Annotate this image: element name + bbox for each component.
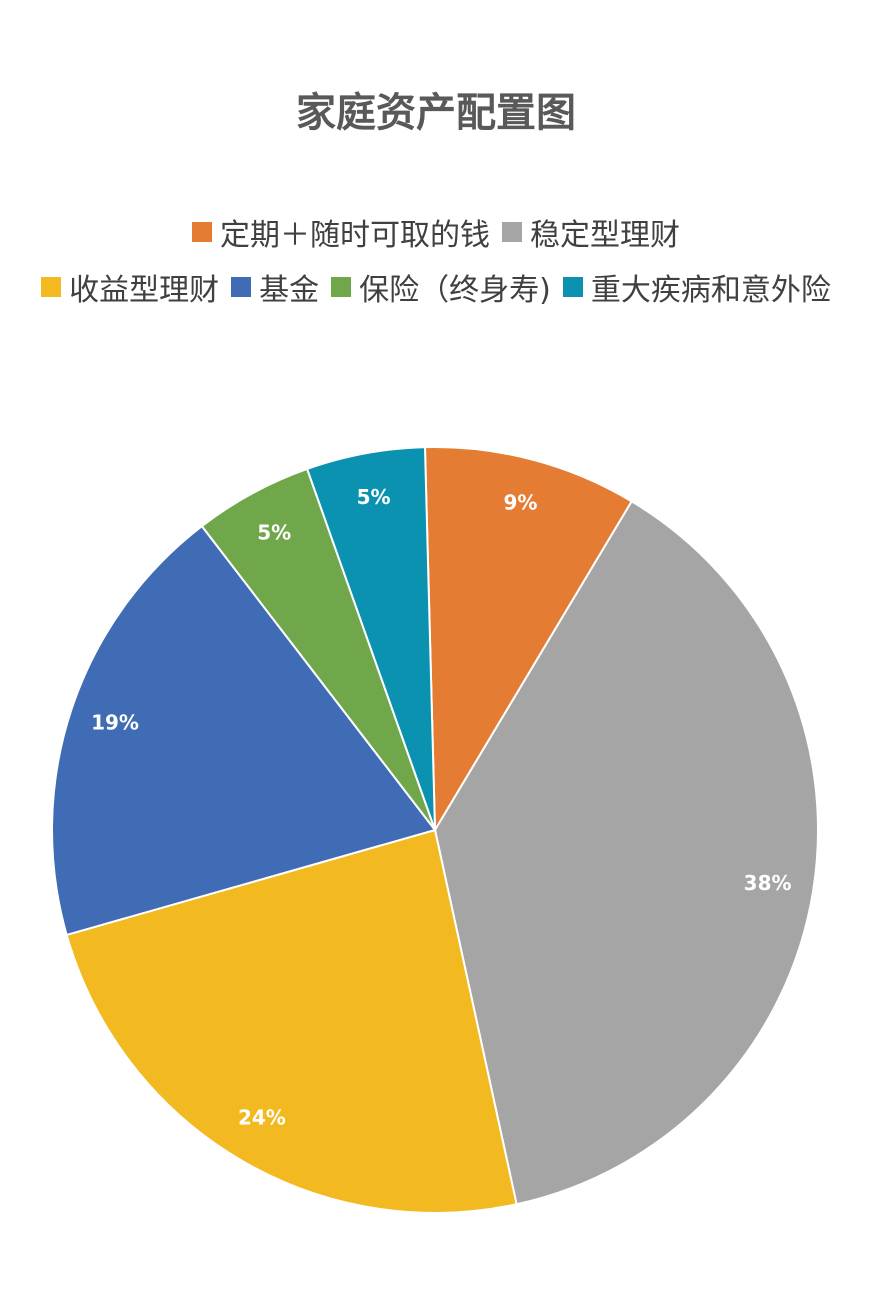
legend-swatch	[562, 277, 583, 297]
legend-item-life-insurance: 保险（终身寿)	[331, 265, 551, 309]
pie-labels: 9% 38% 24% 19% 5% 5%	[91, 485, 791, 1130]
legend-item-time-deposit: 定期＋随时可取的钱	[192, 210, 490, 254]
slice-label: 9%	[504, 491, 538, 515]
legend-swatch	[41, 277, 62, 297]
legend-label: 定期＋随时可取的钱	[220, 218, 490, 253]
legend-swatch	[231, 277, 252, 297]
slice-label: 5%	[257, 520, 291, 544]
chart-title: 家庭资产配置图	[296, 90, 576, 136]
legend-item-stable-finance: 稳定型理财	[502, 210, 680, 254]
legend-swatch	[331, 277, 352, 297]
legend-swatch	[502, 222, 522, 242]
slice-label: 24%	[238, 1106, 286, 1130]
legend-item-fund: 基金	[231, 265, 319, 309]
slice-label: 5%	[357, 485, 391, 509]
slice-label: 38%	[744, 871, 792, 895]
legend-label: 收益型理财	[69, 273, 220, 308]
legend-swatch	[192, 222, 212, 242]
pie-slice	[51, 524, 437, 937]
legend-item-illness-accident-insurance: 重大疾病和意外险	[562, 265, 831, 309]
pie-slice	[305, 446, 436, 831]
pie-slice	[65, 828, 518, 1214]
legend-row-2: 收益型理财 基金 保险（终身寿) 重大疾病和意外险	[0, 265, 872, 309]
legend-item-yield-finance: 收益型理财	[41, 265, 219, 309]
pie-slice	[433, 499, 819, 1206]
legend-label: 保险（终身寿)	[359, 273, 551, 308]
legend-label: 基金	[259, 273, 320, 308]
legend-label: 重大疾病和意外险	[590, 273, 831, 308]
legend-row-1: 定期＋随时可取的钱 稳定型理财	[0, 210, 872, 254]
slice-label: 19%	[91, 711, 139, 735]
pie-slice	[423, 446, 634, 834]
legend-label: 稳定型理财	[530, 218, 680, 253]
